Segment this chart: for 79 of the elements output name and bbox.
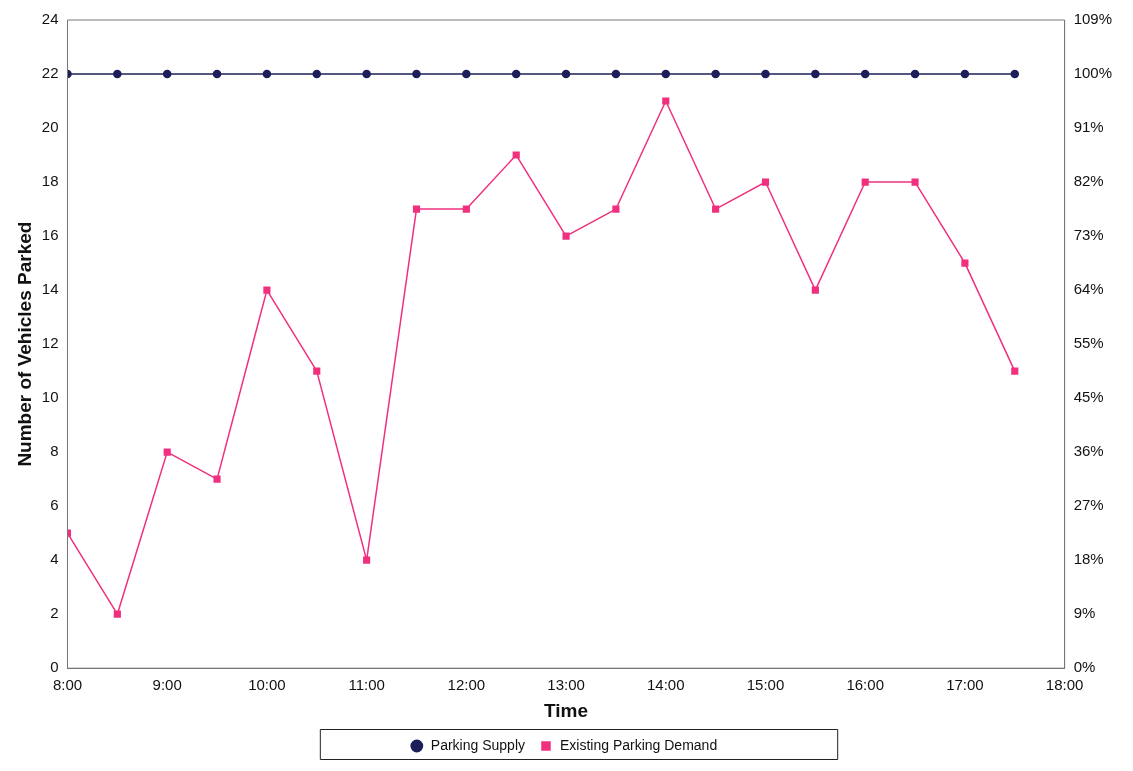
point: [960, 69, 970, 79]
x-tick-label: 11:00: [348, 676, 385, 694]
point: [611, 69, 621, 79]
y-tick-label: 12: [41, 334, 59, 352]
y-tick-label: 8: [50, 442, 59, 460]
point: [860, 69, 870, 79]
point: [761, 69, 770, 79]
point: [561, 69, 571, 79]
point: [761, 178, 770, 186]
y-tick-label: 16: [41, 226, 59, 244]
point: [163, 448, 171, 456]
point: [162, 69, 172, 79]
y-tick-label: 2: [50, 604, 59, 622]
point: [712, 205, 720, 213]
point: [512, 151, 520, 159]
point: [911, 178, 919, 186]
y2-tick-label: 27%: [1073, 496, 1104, 514]
point: [363, 556, 371, 564]
y-tick-label: 20: [41, 118, 59, 136]
y-tick-label: 18: [41, 172, 59, 190]
point: [612, 205, 620, 213]
point: [662, 97, 670, 105]
point: [462, 205, 470, 213]
point: [262, 69, 272, 79]
point: [811, 286, 819, 294]
x-tick-label: 12:00: [447, 676, 486, 694]
x-tick-label: 17:00: [946, 676, 984, 694]
y2-tick-label: 91%: [1073, 118, 1104, 136]
point: [1010, 69, 1020, 79]
point: [961, 259, 969, 267]
point: [113, 610, 121, 618]
point: [362, 69, 371, 79]
point: [263, 286, 271, 294]
y2-tick-label: 109%: [1073, 10, 1113, 28]
x-tick-label: 16:00: [846, 676, 884, 694]
y2-tick-label: 82%: [1073, 172, 1104, 190]
y-tick-label: 14: [41, 280, 59, 298]
x-tick-label: 18:00: [1045, 676, 1084, 694]
y2-tick-label: 9%: [1073, 604, 1096, 622]
y2-tick-label: 18%: [1073, 550, 1104, 568]
y2-tick-label: 45%: [1073, 388, 1104, 406]
point: [910, 69, 920, 79]
point: [661, 69, 671, 79]
x-tick-label: 10:00: [248, 676, 286, 694]
point: [462, 69, 471, 79]
y-tick-label: 4: [50, 550, 59, 568]
y2-tick-label: 55%: [1073, 334, 1104, 352]
x-tick-label: 8:00: [52, 676, 83, 694]
point: [711, 69, 720, 79]
point: [412, 69, 421, 79]
point: [511, 69, 521, 79]
y-tick-label: 24: [41, 10, 59, 28]
x-axis-title: Time: [544, 699, 589, 721]
x-tick-label: 14:00: [647, 676, 685, 694]
x-tick-label: 9:00: [152, 676, 182, 694]
y2-tick-label: 100%: [1073, 64, 1113, 82]
y2-tick-label: 73%: [1073, 226, 1104, 244]
x-tick-label: 13:00: [547, 676, 585, 694]
y2-tick-label: 0%: [1073, 658, 1096, 676]
point: [811, 69, 820, 79]
point: [1011, 367, 1019, 375]
y-tick-label: 22: [41, 64, 59, 82]
y-axis-title: Number of Vehicles Parked: [13, 221, 35, 467]
point: [212, 69, 222, 79]
point: [312, 69, 322, 79]
point: [213, 475, 221, 483]
point: [861, 178, 869, 186]
y-tick-label: 6: [50, 496, 59, 514]
legend-label: Parking Supply: [430, 736, 525, 753]
point: [313, 367, 321, 375]
point: [412, 205, 421, 213]
x-tick-label: 15:00: [746, 676, 785, 694]
y2-tick-label: 36%: [1073, 442, 1104, 460]
point: [562, 232, 570, 240]
y-tick-label: 10: [41, 388, 59, 406]
legend-label: Existing Parking Demand: [559, 736, 718, 753]
point: [113, 69, 122, 79]
y2-tick-label: 64%: [1073, 280, 1104, 298]
y-tick-label: 0: [50, 658, 59, 676]
